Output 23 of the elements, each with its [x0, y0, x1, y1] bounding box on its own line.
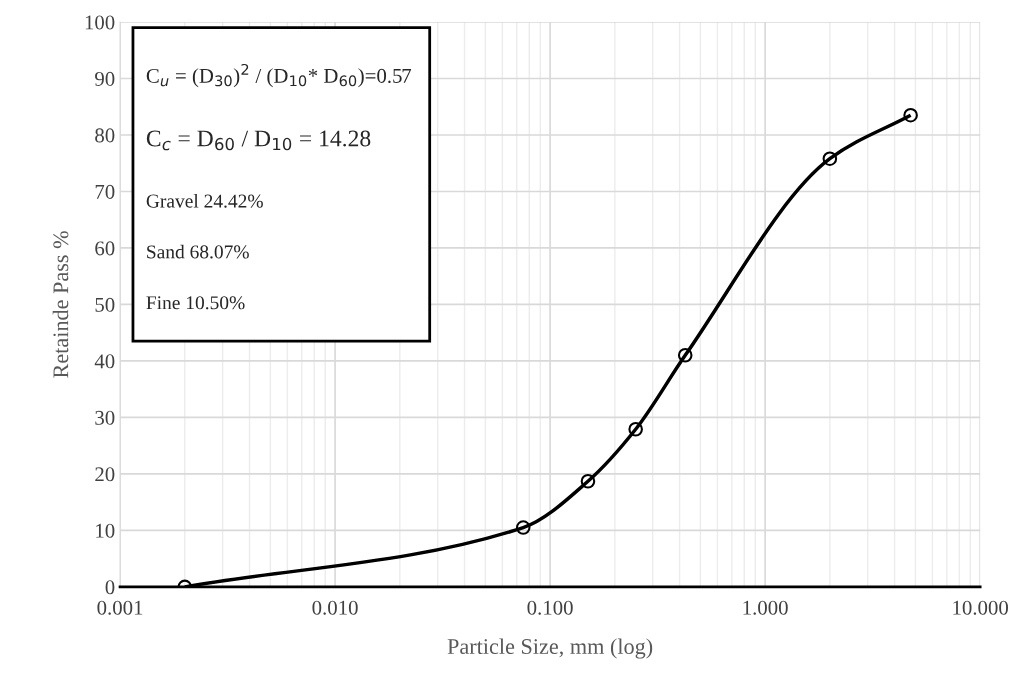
y-tick-label: 80 [95, 128, 115, 143]
annotation: Sand 68.07% [147, 244, 249, 259]
y-axis-title: Retainde Pass % [52, 231, 69, 378]
x-axis-title: Particle Size, mm (log) [447, 638, 653, 659]
y-tick-label: 0 [105, 580, 115, 595]
x-tick-label: 1.000 [743, 600, 788, 615]
y-tick-label: 20 [95, 467, 115, 482]
y-tick-label: 50 [95, 297, 115, 312]
y-tick-label: 30 [95, 410, 115, 425]
y-tick-label: 40 [94, 354, 115, 369]
x-tick-label: 10.000 [953, 600, 1008, 615]
x-tick-label: 0.010 [312, 600, 358, 615]
x-tick-label: 0.001 [97, 600, 143, 615]
y-tick-label: 60 [95, 241, 115, 256]
y-tick-label: 70 [95, 184, 115, 199]
annotation: Fine 10.50% [146, 296, 245, 310]
annotation: C$_{c}$ = D$_{60}$ / D$_{10}$ = 14.28 [146, 130, 371, 151]
x-tick-label: 0.100 [527, 600, 573, 615]
annotation: Gravel 24.42% [146, 193, 263, 208]
y-tick-label: 10 [96, 523, 115, 538]
y-tick-label: 90 [95, 71, 115, 86]
y-tick-label: 100 [85, 15, 115, 30]
text: C$_{u}$ = (D$_{30}$)$^{2}$ / (D$_{10}$* D$_{60}$)=0.57 [146, 63, 412, 88]
